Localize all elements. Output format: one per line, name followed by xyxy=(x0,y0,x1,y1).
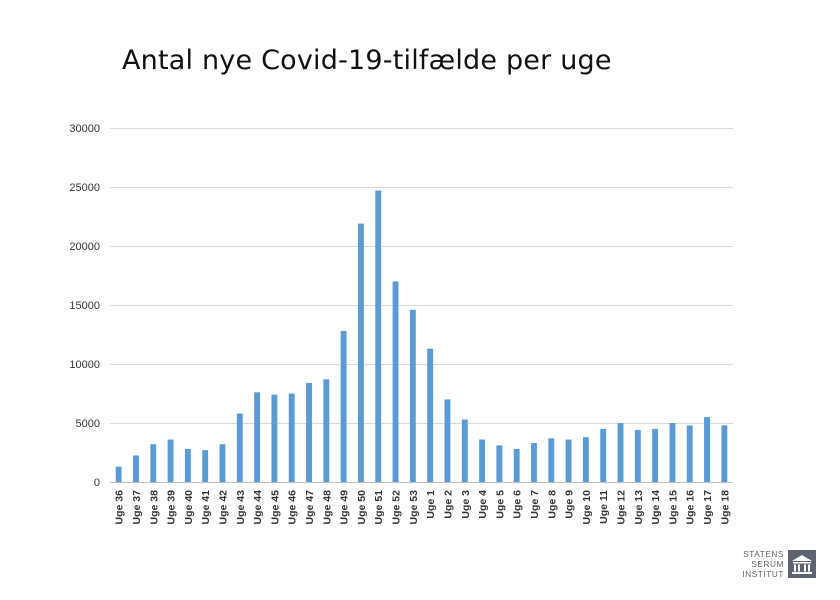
x-tick-label: Uge 53 xyxy=(408,490,420,525)
bar xyxy=(634,430,641,482)
x-tick-label: Uge 38 xyxy=(148,490,160,525)
logo-line: STATENS xyxy=(743,550,784,559)
x-tick-label: Uge 39 xyxy=(166,490,178,525)
bar xyxy=(202,450,209,482)
x-tick-label: Uge 46 xyxy=(287,490,299,525)
x-tick-label: Uge 45 xyxy=(269,490,281,525)
x-tick-label: Uge 41 xyxy=(200,490,212,525)
x-tick-label: Uge 2 xyxy=(442,490,454,519)
gridlines xyxy=(110,128,733,483)
x-tick-label: Uge 6 xyxy=(512,490,524,519)
bar xyxy=(686,425,693,482)
bar xyxy=(219,444,226,482)
bar xyxy=(548,438,555,482)
bar xyxy=(150,444,157,482)
bar xyxy=(288,393,295,482)
bar xyxy=(669,423,676,482)
x-tick-label: Uge 40 xyxy=(183,490,195,525)
x-tick-label: Uge 43 xyxy=(235,490,247,525)
x-tick-label: Uge 8 xyxy=(546,490,558,519)
x-tick-label: Uge 16 xyxy=(685,490,697,525)
bar xyxy=(340,330,347,482)
bar xyxy=(133,455,139,482)
bar xyxy=(392,281,399,482)
y-tick-label: 20000 xyxy=(69,241,100,253)
x-axis-ticks: Uge 36 Uge 37 Uge 38 Uge 39 Uge 40 Uge 41 Uge … xyxy=(114,490,732,525)
x-tick-label: Uge 42 xyxy=(217,490,229,525)
bar xyxy=(357,223,364,482)
x-tick-label: Uge 7 xyxy=(529,490,541,519)
x-tick-label: Uge 5 xyxy=(494,490,506,519)
x-tick-label: Uge 14 xyxy=(650,490,662,525)
bar xyxy=(444,399,451,482)
x-tick-label: Uge 11 xyxy=(598,490,610,524)
bar xyxy=(306,382,312,482)
x-tick-label: Uge 3 xyxy=(460,490,472,519)
bar xyxy=(531,443,537,482)
bar xyxy=(167,439,174,482)
x-tick-label: Uge 18 xyxy=(719,490,731,525)
ssi-building-emblem-icon xyxy=(788,550,816,578)
bar xyxy=(375,190,382,483)
y-tick-label: 25000 xyxy=(69,182,100,194)
bar xyxy=(652,428,659,482)
bar xyxy=(409,309,416,482)
bar xyxy=(721,425,728,482)
bar xyxy=(617,423,624,482)
x-tick-label: Uge 4 xyxy=(477,490,489,519)
x-tick-label: Uge 37 xyxy=(131,490,143,525)
chart-title: Antal nye Covid-19-tilfælde per uge xyxy=(122,45,612,76)
x-tick-label: Uge 10 xyxy=(581,490,593,525)
bar xyxy=(184,448,191,482)
bar xyxy=(254,392,261,482)
bar xyxy=(600,428,607,482)
bar xyxy=(565,439,572,482)
bar xyxy=(236,413,243,482)
bars xyxy=(115,190,728,483)
x-tick-label: Uge 13 xyxy=(633,490,645,525)
bar xyxy=(496,445,503,482)
y-axis-ticks: 0 5000 10000 15000 20000 25000 30000 xyxy=(69,123,100,489)
x-tick-label: Uge 17 xyxy=(702,490,714,525)
bar xyxy=(582,437,589,482)
x-tick-label: Uge 9 xyxy=(564,490,576,519)
x-tick-label: Uge 49 xyxy=(339,490,351,525)
logo-wordmark: STATENS SERUM INSTITUT xyxy=(736,550,784,580)
bar xyxy=(323,379,330,482)
bar xyxy=(513,448,520,482)
y-tick-label: 15000 xyxy=(69,300,100,312)
x-tick-label: Uge 52 xyxy=(391,490,403,525)
y-tick-label: 10000 xyxy=(69,359,100,371)
x-tick-label: Uge 12 xyxy=(616,490,628,525)
bar xyxy=(704,417,710,482)
ssi-logo: STATENS SERUM INSTITUT xyxy=(736,549,818,581)
bar xyxy=(427,348,434,482)
bar xyxy=(271,394,278,482)
logo-line: SERUM xyxy=(751,560,784,569)
x-tick-label: Uge 51 xyxy=(373,490,385,525)
y-tick-label: 0 xyxy=(94,477,100,489)
bar xyxy=(479,439,486,482)
bar xyxy=(461,419,468,482)
x-tick-label: Uge 44 xyxy=(252,490,264,525)
x-tick-label: Uge 50 xyxy=(356,490,368,525)
bar xyxy=(115,466,122,482)
x-tick-label: Uge 47 xyxy=(304,490,316,525)
logo-line: INSTITUT xyxy=(742,570,784,579)
y-tick-label: 5000 xyxy=(76,418,100,430)
x-tick-label: Uge 48 xyxy=(321,490,333,525)
x-tick-label: Uge 15 xyxy=(667,490,679,525)
x-tick-label: Uge 1 xyxy=(425,490,437,519)
x-tick-label: Uge 36 xyxy=(114,490,126,525)
y-tick-label: 30000 xyxy=(69,123,100,135)
